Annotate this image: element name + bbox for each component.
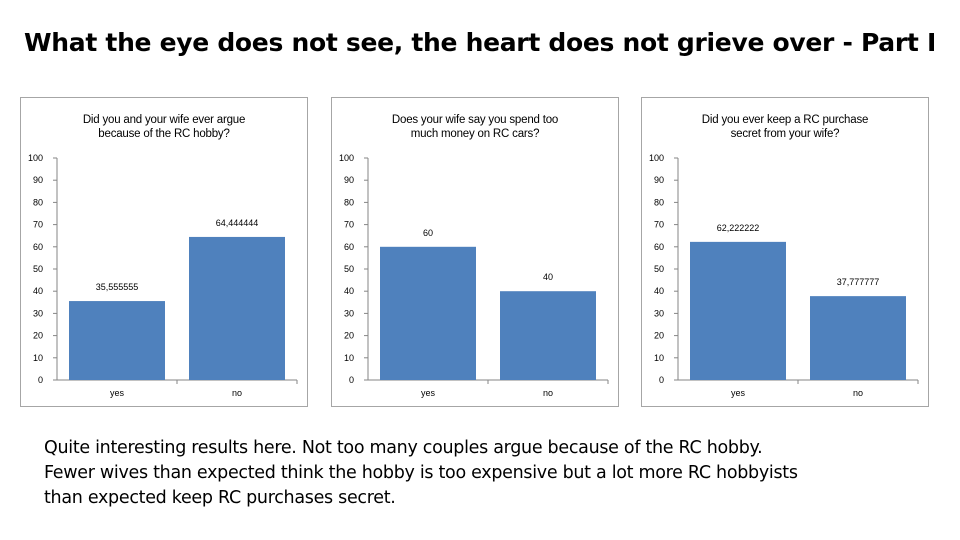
data-label: 35,555555 [96,282,139,292]
y-tick-label: 10 [344,353,354,363]
chart-secret: Did you ever keep a RC purchase secret f… [641,97,929,407]
slide-title: What the eye does not see, the heart doe… [24,28,936,57]
y-tick-label: 80 [33,197,43,207]
y-tick-label: 100 [28,153,43,163]
y-tick-label: 40 [344,286,354,296]
chart-title: Did you and your wife ever argue because… [21,113,307,141]
y-tick-label: 0 [349,375,354,385]
chart-spend: Does your wife say you spend too much mo… [331,97,619,407]
y-tick-label: 0 [659,375,664,385]
x-tick-label: yes [421,388,436,398]
y-tick-label: 50 [33,264,43,274]
y-tick-label: 90 [654,175,664,185]
x-tick-label: no [232,388,242,398]
y-tick-label: 10 [654,353,664,363]
chart-argue: Did you and your wife ever argue because… [20,97,308,407]
data-label: 60 [423,228,433,238]
bar-yes [69,301,165,380]
data-label: 64,444444 [216,218,259,228]
caption-line: Fewer wives than expected think the hobb… [44,463,798,483]
y-tick-label: 80 [654,197,664,207]
y-tick-label: 80 [344,197,354,207]
caption-line: Quite interesting results here. Not too … [44,438,763,458]
y-tick-label: 30 [654,308,664,318]
x-tick-label: yes [731,388,746,398]
y-tick-label: 90 [33,175,43,185]
y-tick-label: 70 [33,220,43,230]
y-tick-label: 0 [38,375,43,385]
bar-no [189,236,285,380]
caption-line: than expected keep RC purchases secret. [44,488,396,508]
chart-title: Did you ever keep a RC purchase secret f… [642,113,928,141]
y-tick-label: 20 [654,331,664,341]
y-tick-label: 40 [33,286,43,296]
y-tick-label: 10 [33,353,43,363]
chart-title: Does your wife say you spend too much mo… [332,113,618,141]
y-tick-label: 30 [344,308,354,318]
y-tick-label: 70 [654,220,664,230]
data-label: 37,777777 [837,277,880,287]
y-tick-label: 60 [344,242,354,252]
chart-title-line: Does your wife say you spend too [391,114,559,126]
caption: Quite interesting results here. Not too … [44,436,944,511]
chart-plot: 0 10 20 30 40 50 60 70 80 90 100 62,222222 yes 37,777… [649,153,919,398]
chart-plot: 0 10 20 30 40 50 60 70 80 90 100 60 yes 40 no [339,153,609,398]
bar-no [500,291,596,380]
chart-title-line: Did you ever keep a RC purchase [701,114,869,126]
y-tick-label: 20 [344,331,354,341]
y-tick-label: 40 [654,286,664,296]
data-label: 62,222222 [717,223,760,233]
chart-title-line: secret from your wife? [730,128,840,140]
y-tick-label: 100 [339,153,354,163]
y-tick-label: 60 [33,242,43,252]
bar-yes [380,246,476,380]
y-tick-label: 50 [344,264,354,274]
bar-yes [690,241,786,380]
bar-no [810,296,906,380]
x-tick-label: no [543,388,553,398]
y-tick-label: 100 [649,153,664,163]
chart-title-line: much money on RC cars? [410,128,540,140]
y-tick-label: 30 [33,308,43,318]
y-tick-label: 70 [344,220,354,230]
x-tick-label: yes [110,388,125,398]
x-tick-label: no [853,388,863,398]
chart-title-line: Did you and your wife ever argue [82,114,246,126]
y-tick-label: 90 [344,175,354,185]
y-tick-label: 20 [33,331,43,341]
data-label: 40 [543,272,553,282]
chart-title-line: because of the RC hobby? [98,128,230,140]
y-tick-label: 50 [654,264,664,274]
y-tick-label: 60 [654,242,664,252]
chart-plot: 0 10 20 30 40 50 60 70 80 90 100 35,555555 yes 64,444… [28,153,298,398]
